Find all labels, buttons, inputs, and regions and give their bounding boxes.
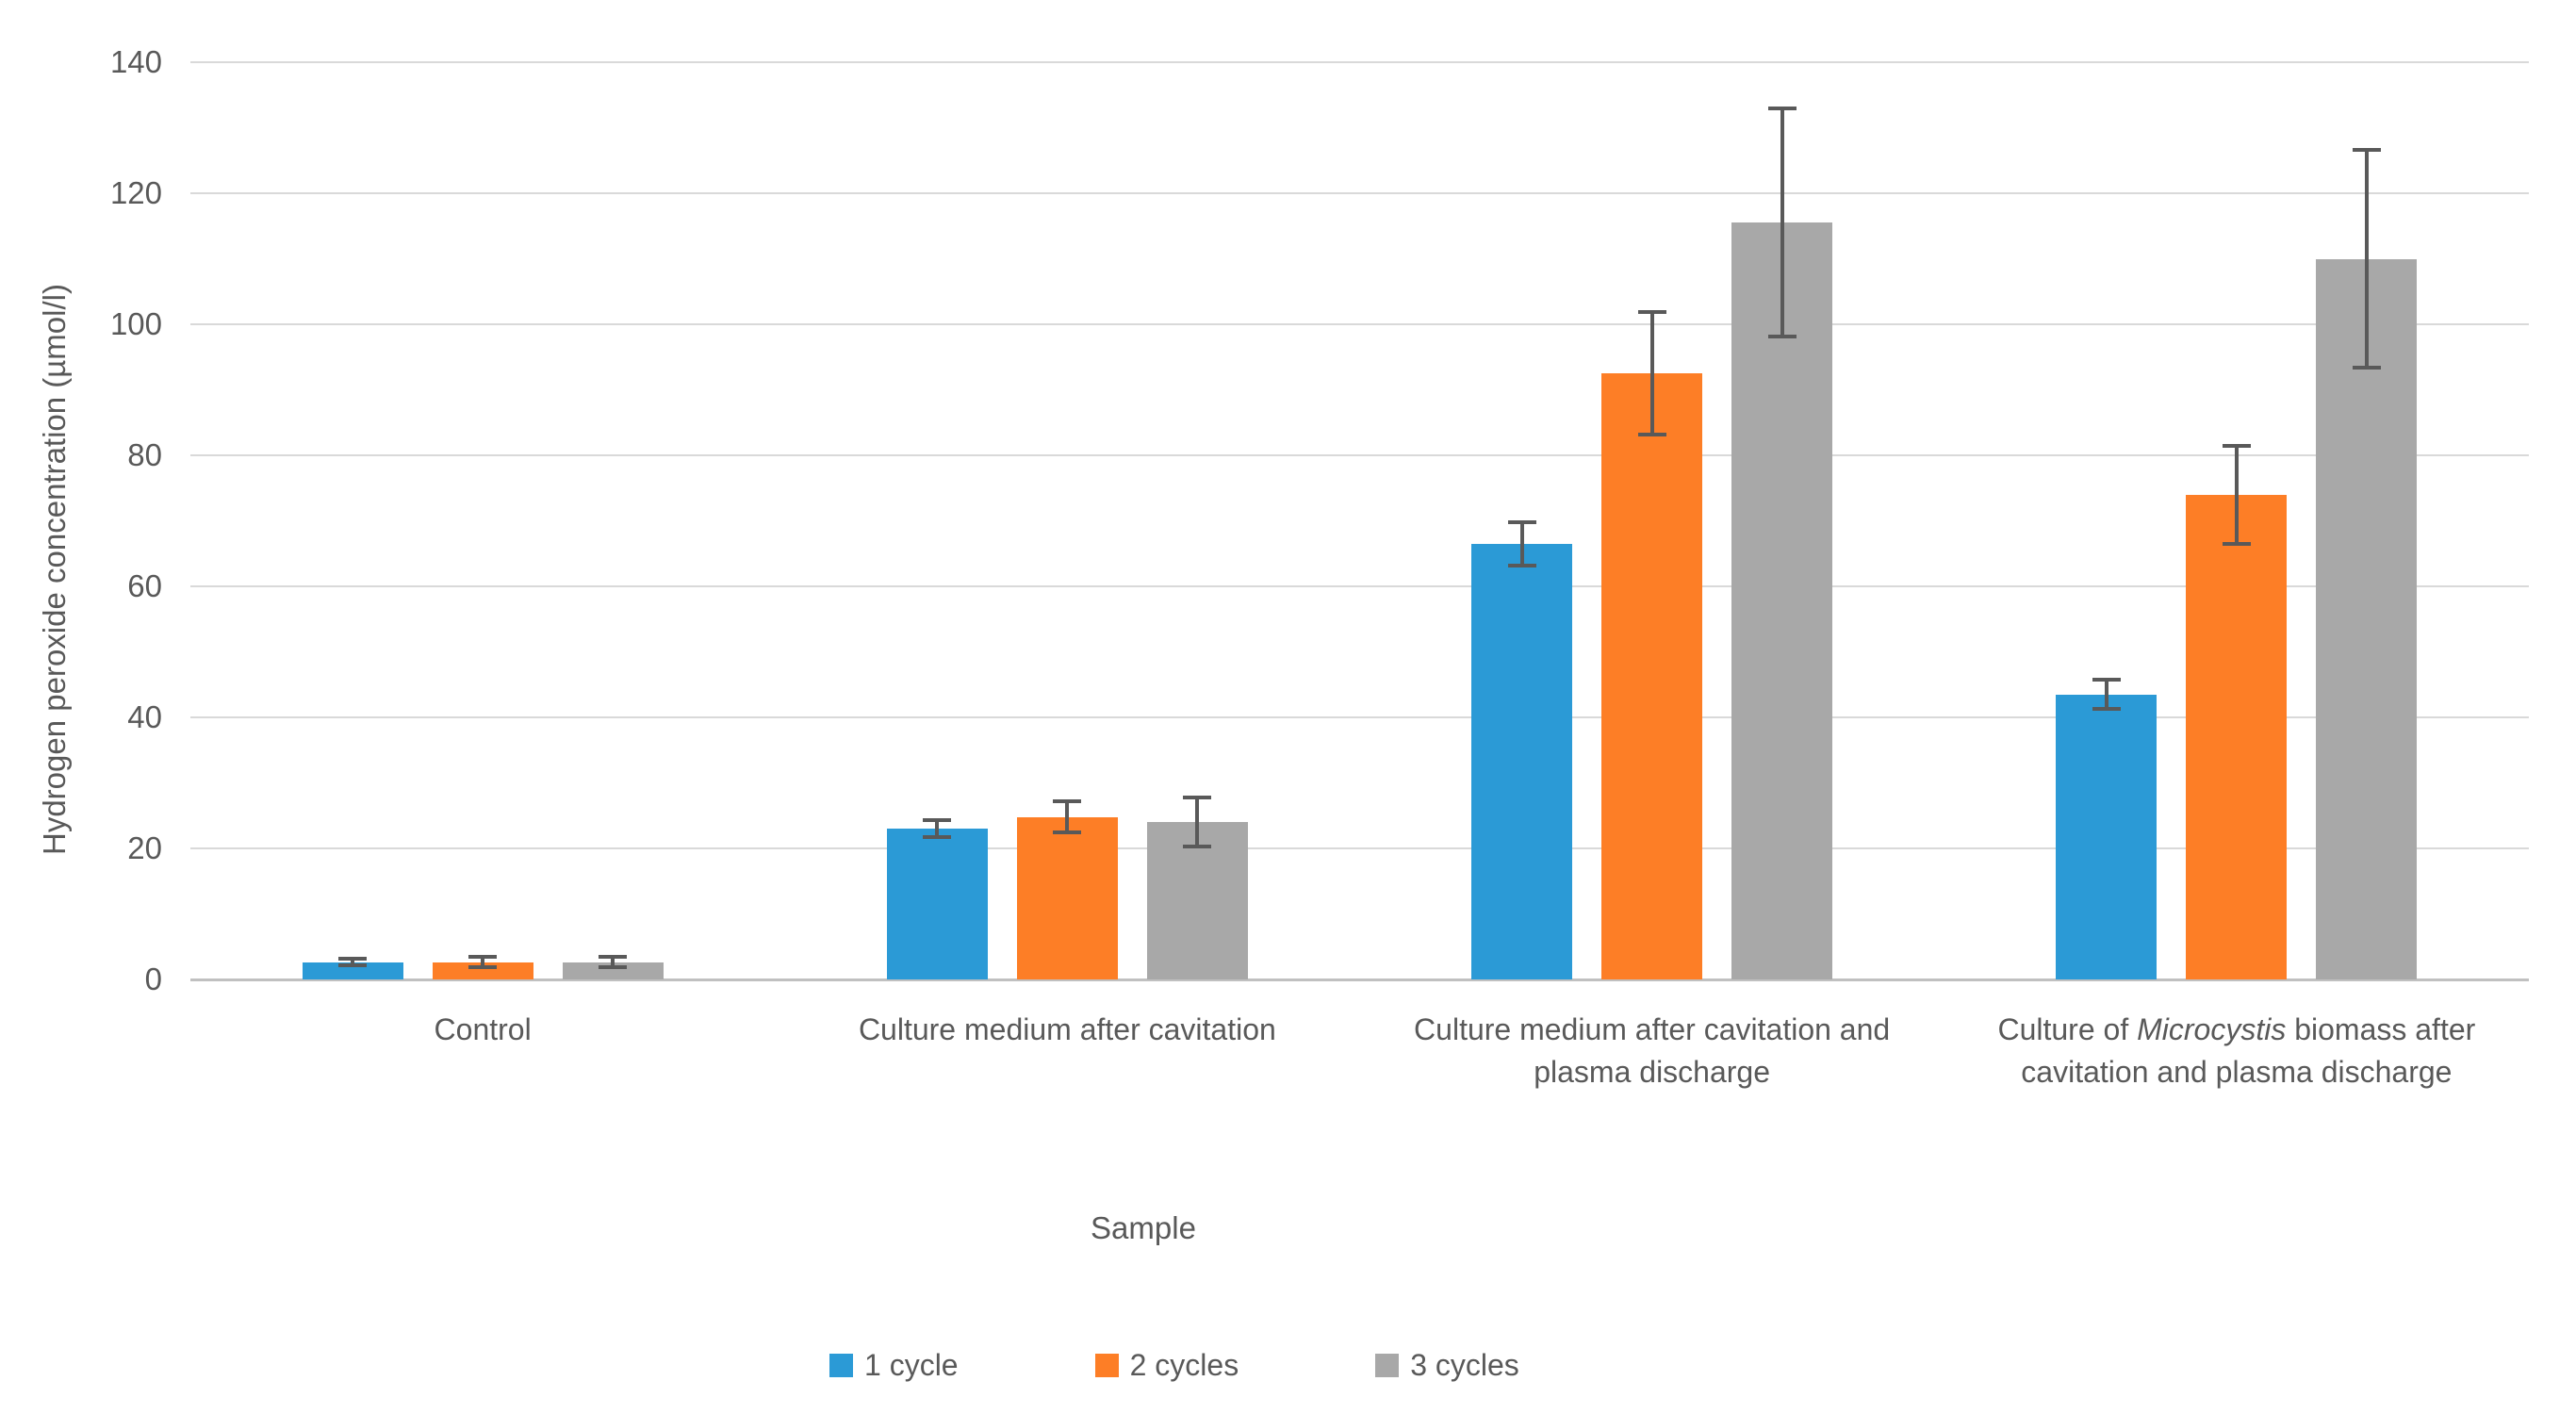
error-bar-cap xyxy=(599,955,628,960)
category-label: Culture medium after cavitation xyxy=(775,1009,1359,1051)
bar xyxy=(886,829,988,979)
bar xyxy=(1601,373,1703,979)
y-tick-label: 80 xyxy=(127,437,162,472)
category-label: Control xyxy=(190,1009,775,1051)
gridline xyxy=(190,61,2529,63)
bar xyxy=(2186,494,2288,979)
gridline xyxy=(190,585,2529,587)
error-bar xyxy=(2364,150,2369,368)
y-tick-label: 20 xyxy=(127,830,162,865)
category-label-text: Culture of xyxy=(1997,1012,2138,1046)
category-label-text: plasma discharge xyxy=(1534,1055,1771,1089)
error-bar-cap xyxy=(1637,432,1666,436)
error-bar xyxy=(2234,445,2239,544)
error-bar-cap xyxy=(1507,563,1536,567)
legend-label: 3 cycles xyxy=(1410,1348,1519,1382)
error-bar-cap xyxy=(923,818,952,823)
bar xyxy=(2056,694,2158,979)
legend-label: 2 cycles xyxy=(1129,1348,1239,1382)
error-bar-cap xyxy=(468,955,498,960)
error-bar xyxy=(1780,108,1784,337)
error-bar xyxy=(1649,312,1654,435)
bar xyxy=(2316,258,2418,979)
bar xyxy=(302,962,403,979)
y-tick-label: 120 xyxy=(109,175,162,210)
category-label-text: cavitation and plasma discharge xyxy=(2021,1055,2453,1089)
category-label-text: Culture medium after cavitation and xyxy=(1414,1012,1891,1046)
bar xyxy=(1016,816,1118,979)
legend-item: 3 cycles xyxy=(1375,1348,1519,1382)
legend-label: 1 cycle xyxy=(864,1348,959,1382)
gridline xyxy=(190,192,2529,194)
bar xyxy=(1146,822,1248,979)
bar xyxy=(562,962,664,979)
error-bar-cap xyxy=(2092,678,2121,682)
x-axis-title: Sample xyxy=(1091,1210,1196,1245)
x-axis-baseline xyxy=(190,978,2529,981)
error-bar-cap xyxy=(338,963,368,968)
error-bar-cap xyxy=(1507,519,1536,524)
error-bar-cap xyxy=(1767,335,1797,339)
legend-item: 1 cycle xyxy=(829,1348,959,1382)
error-bar-cap xyxy=(923,835,952,840)
gridline xyxy=(190,323,2529,325)
legend-swatch xyxy=(1094,1353,1119,1377)
error-bar xyxy=(1065,800,1070,833)
category-label-italic-text: Microcystis xyxy=(2137,1012,2287,1046)
error-bar-cap xyxy=(599,965,628,970)
bar xyxy=(1471,543,1573,979)
error-bar-cap xyxy=(1183,844,1212,848)
error-bar-cap xyxy=(2352,365,2381,370)
error-bar xyxy=(935,820,940,838)
y-tick-label: 40 xyxy=(127,699,162,734)
y-tick-label: 100 xyxy=(109,306,162,341)
category-label-text: biomass after xyxy=(2286,1012,2476,1046)
error-bar xyxy=(1195,797,1200,847)
error-bar-cap xyxy=(1183,796,1212,800)
error-bar xyxy=(351,959,355,966)
error-bar xyxy=(481,957,485,968)
error-bar-cap xyxy=(2222,541,2251,546)
bar xyxy=(1731,222,1833,979)
error-bar-cap xyxy=(1637,310,1666,315)
legend-swatch xyxy=(1375,1353,1400,1377)
legend-swatch xyxy=(829,1353,853,1377)
legend-item: 2 cycles xyxy=(1094,1348,1239,1382)
error-bar-cap xyxy=(2352,148,2381,153)
gridline xyxy=(190,454,2529,456)
category-label: Culture of Microcystis biomass after cavi… xyxy=(1944,1009,2529,1093)
error-bar xyxy=(611,957,615,968)
gridline xyxy=(190,716,2529,718)
bar xyxy=(432,962,533,979)
error-bar-cap xyxy=(1053,830,1082,835)
error-bar-cap xyxy=(2222,443,2251,448)
legend: 1 cycle 2 cycles 3 cycles xyxy=(829,1348,1519,1382)
category-label-text: Culture medium after cavitation xyxy=(858,1012,1276,1046)
error-bar-cap xyxy=(2092,706,2121,711)
error-bar-cap xyxy=(1053,798,1082,803)
category-label-text: Control xyxy=(434,1012,532,1046)
error-bar-cap xyxy=(338,957,368,962)
y-tick-label: 140 xyxy=(109,44,162,79)
y-tick-label: 60 xyxy=(127,568,162,603)
category-label: Culture medium after cavitation and plasm… xyxy=(1360,1009,1944,1093)
error-bar-cap xyxy=(468,965,498,970)
error-bar xyxy=(1519,521,1524,566)
y-tick-label: 0 xyxy=(144,962,162,996)
gridline xyxy=(190,847,2529,849)
error-bar xyxy=(2104,680,2108,709)
error-bar-cap xyxy=(1767,107,1797,111)
